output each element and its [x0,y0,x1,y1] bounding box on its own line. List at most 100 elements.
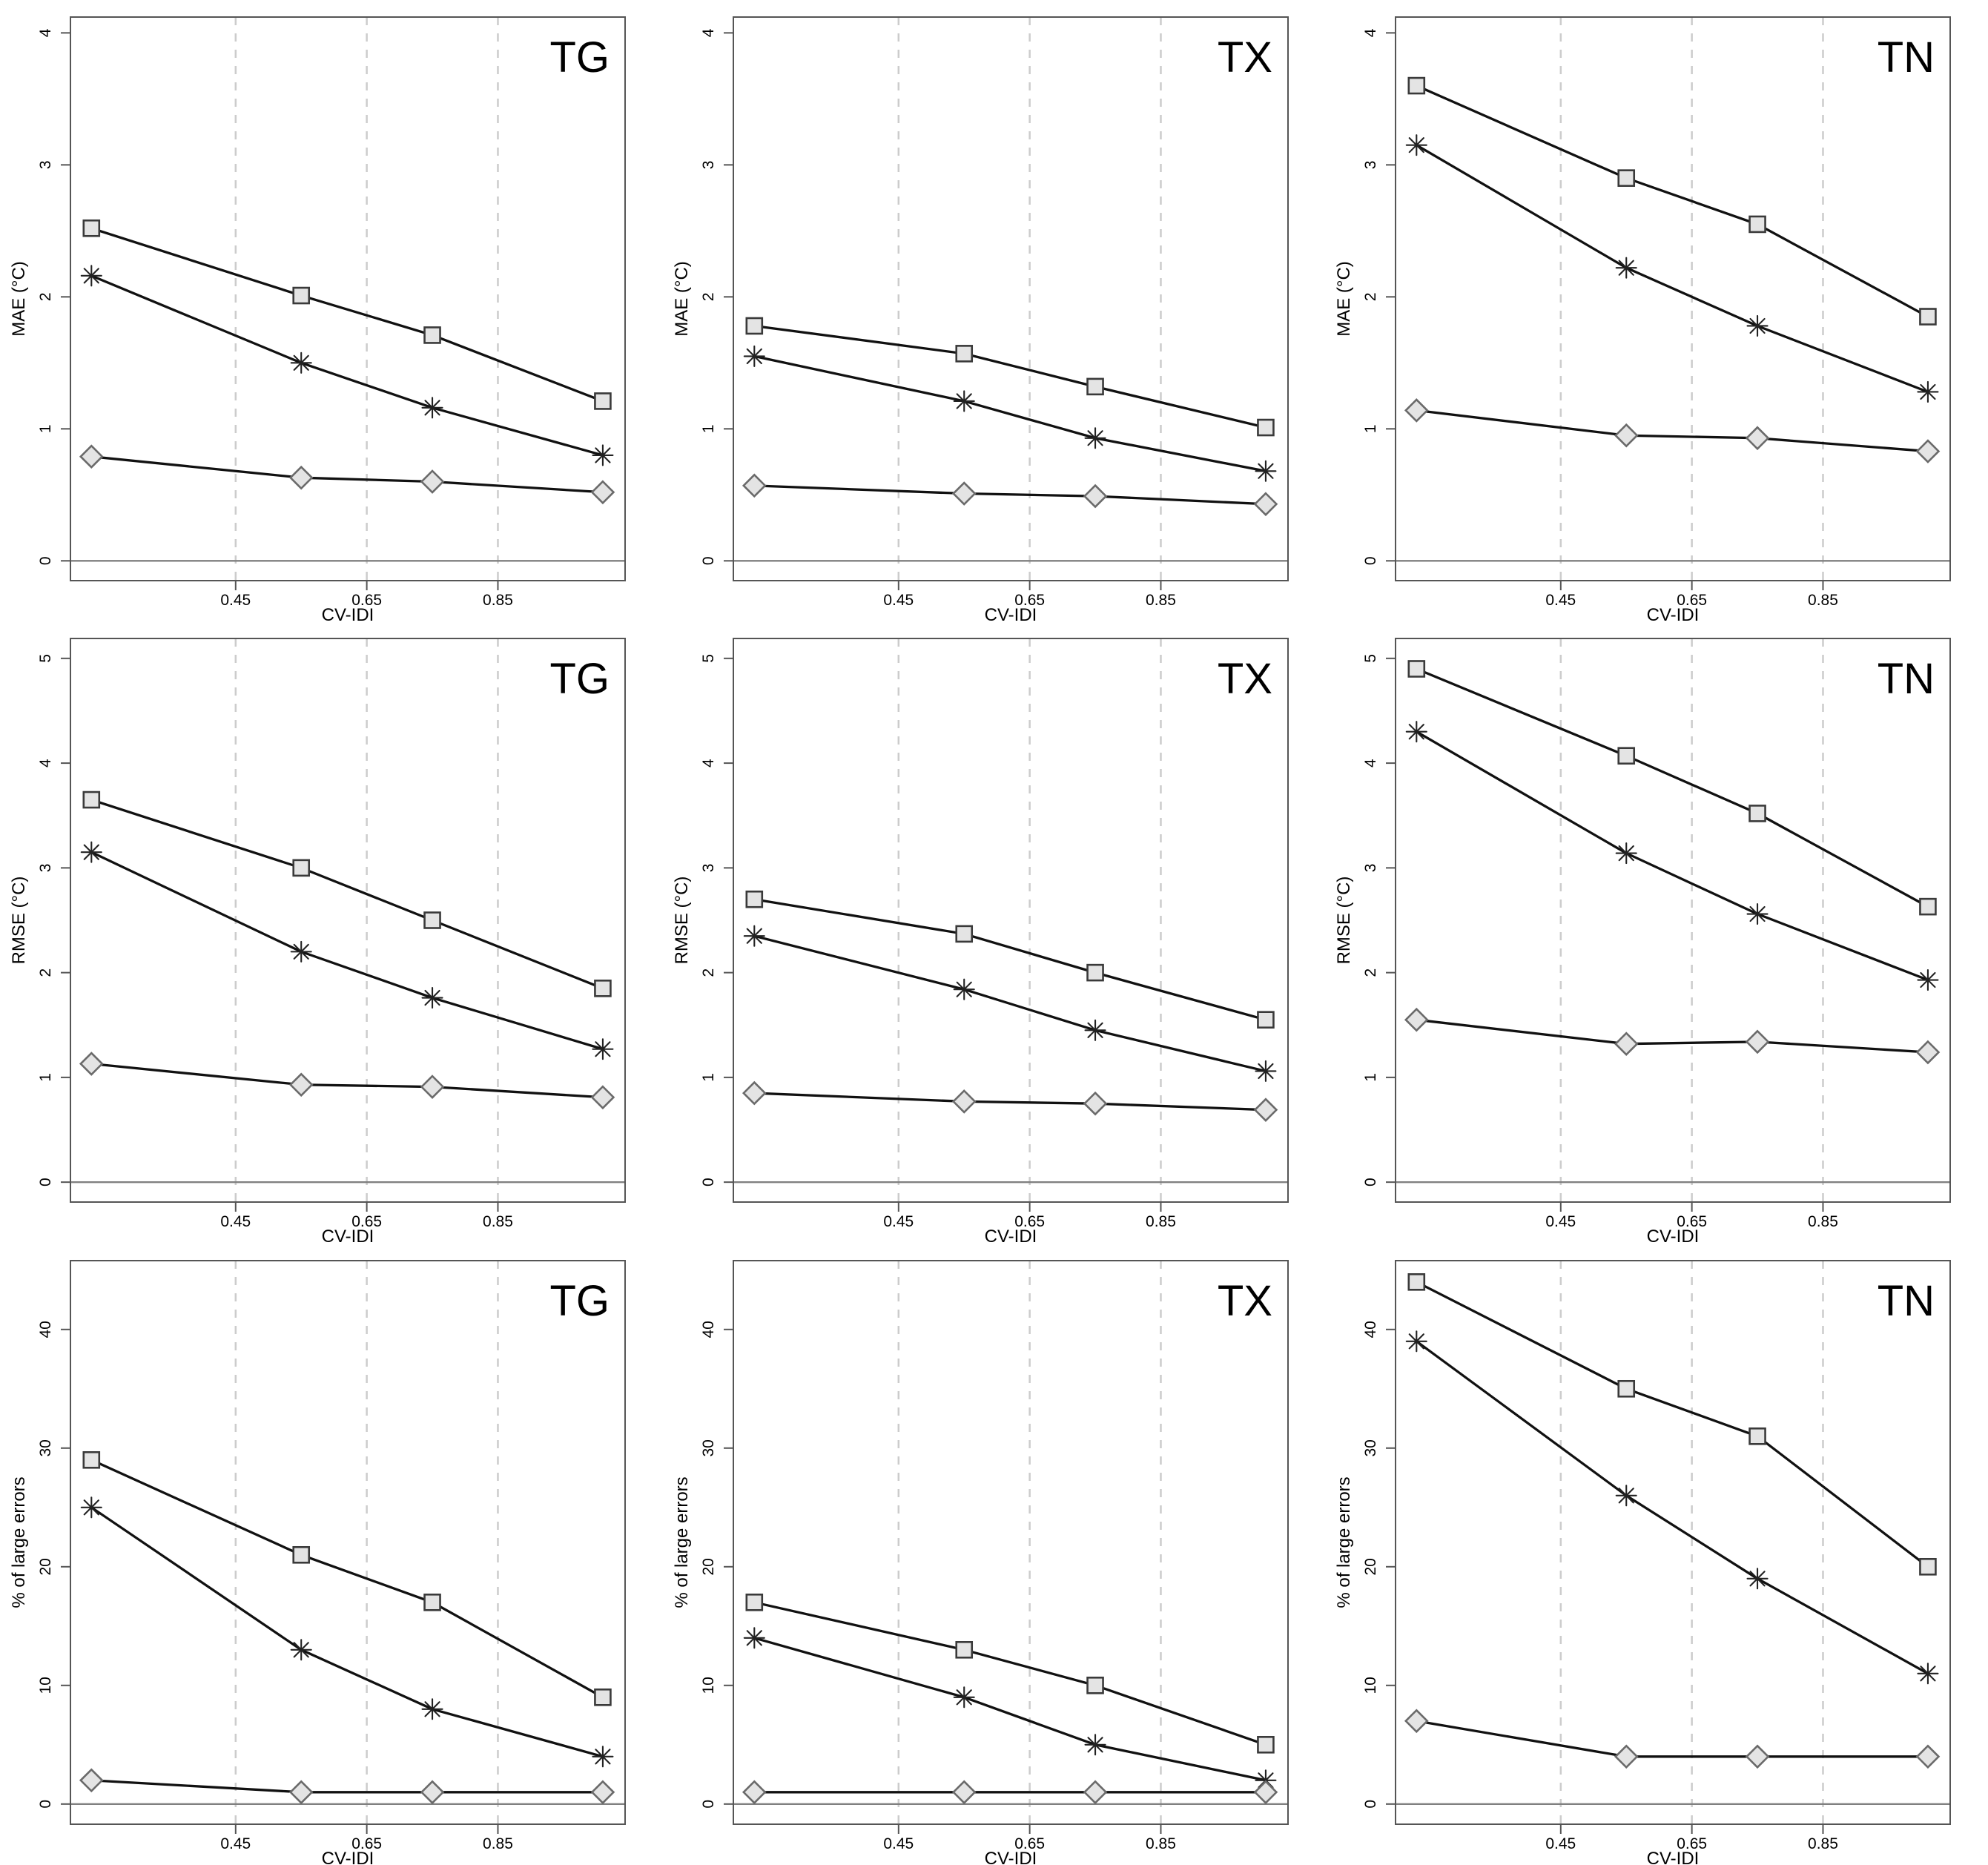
marker-diamond [1083,483,1108,509]
x-tick-label: 0.65 [1014,1213,1045,1230]
x-tick-label: 0.85 [483,1835,513,1852]
marker-diamond [742,1081,767,1106]
y-tick-label: 40 [700,1321,717,1338]
series-line-asterisk [753,354,1267,472]
x-tick-label: 0.45 [1546,1213,1576,1230]
series-line-asterisk [753,934,1267,1073]
marker-square [1748,1427,1767,1445]
marker-asterisk [421,1697,443,1720]
plot-box [732,1259,1289,1825]
marker-asterisk [1616,1484,1638,1507]
y-tick-label: 20 [1362,1558,1379,1575]
marker-square [1748,805,1767,823]
y-axis-title: MAE (°C) [1334,261,1354,337]
marker-diamond [1915,1744,1941,1769]
panel-tag: TN [1878,656,1935,703]
y-tick-label: 0 [700,556,717,565]
chart-mae-tg: 0.45 0.65 0.85 0 1 2 3 4 MAE (°C) CV-IDI TG [9,16,626,621]
y-tick-label: 0 [37,556,54,565]
marker-asterisk [290,351,312,374]
x-axis-title: CV-IDI [984,605,1037,621]
y-tick-label: 3 [1362,864,1379,873]
y-tick-label: 40 [37,1321,54,1338]
y-tick-label: 0 [1362,556,1379,565]
marker-diamond [951,1089,977,1115]
panel-mae-tx: 0.45 0.65 0.85 0 1 2 3 4 MAE (°C) CV-IDI TX [663,0,1326,621]
y-tick-label: 10 [1362,1677,1379,1694]
y-tick-label: 1 [1362,1073,1379,1082]
marker-asterisk [953,1686,975,1709]
marker-diamond [288,1072,314,1097]
x-axis-title: CV-IDI [984,1849,1037,1865]
marker-asterisk [1406,1330,1428,1353]
plot-box [69,16,626,581]
x-tick-label: 0.45 [220,1835,251,1852]
y-tick-label: 0 [700,1178,717,1187]
marker-diamond [420,1075,445,1100]
chart-mae-tn: 0.45 0.65 0.85 0 1 2 3 4 MAE (°C) CV-IDI TN [1334,16,1952,621]
y-axis-title: % of large errors [9,1476,29,1608]
x-tick-label: 0.65 [1677,1835,1708,1852]
y-tick-label: 2 [1362,292,1379,301]
marker-asterisk [743,1626,765,1649]
panel-tag: TN [1878,34,1935,82]
marker-square [1919,1557,1938,1576]
marker-asterisk [421,397,443,419]
y-axis-title: MAE (°C) [9,261,29,337]
y-tick-label: 1 [700,424,717,433]
marker-diamond [590,480,615,505]
panel-pct-large-errors-tn: 0.45 0.65 0.85 0 10 20 30 40 % of large errors CV… [1325,1244,1988,1865]
y-tick-label: 4 [37,759,54,768]
y-tick-label: 2 [700,968,717,977]
marker-square [1086,964,1104,982]
marker-diamond [1253,492,1278,517]
x-tick-label: 0.65 [351,1213,382,1230]
marker-diamond [79,1052,104,1077]
marker-diamond [951,481,977,506]
x-tick-label: 0.85 [1146,1835,1176,1852]
y-tick-label: 5 [37,654,54,663]
marker-diamond [1614,423,1639,448]
marker-diamond [742,1780,767,1804]
y-tick-label: 0 [37,1800,54,1809]
marker-square [1086,1676,1104,1694]
panel-mae-tg: 0.45 0.65 0.85 0 1 2 3 4 MAE (°C) CV-IDI TG [0,0,663,621]
x-tick-label: 0.65 [1677,592,1708,609]
marker-asterisk [1917,380,1939,403]
marker-asterisk [743,925,765,948]
marker-diamond [288,465,314,490]
marker-square [292,286,311,305]
marker-square [82,791,101,809]
series-line-diamond [90,1063,604,1099]
y-axis-title: MAE (°C) [672,261,692,337]
x-tick-label: 0.85 [483,592,513,609]
series-line-square [753,1600,1267,1746]
x-axis-title: CV-IDI [1647,605,1700,621]
series-line-diamond [90,1778,604,1794]
y-tick-label: 40 [1362,1321,1379,1338]
marker-diamond [288,1780,314,1804]
y-tick-label: 10 [37,1677,54,1694]
marker-square [745,891,763,908]
marker-square [1617,169,1636,187]
marker-asterisk [1084,427,1106,449]
marker-square [1256,1011,1275,1029]
y-tick-label: 1 [700,1073,717,1082]
marker-diamond [1253,1097,1278,1123]
y-tick-label: 4 [37,28,54,37]
x-tick-label: 0.65 [1677,1213,1708,1230]
panel-mae-tn: 0.45 0.65 0.85 0 1 2 3 4 MAE (°C) CV-IDI TN [1325,0,1988,621]
chart-rmse-tx: 0.45 0.65 0.85 0 1 2 3 4 5 RMSE (°C) CV-IDI TX [672,638,1289,1244]
marker-diamond [1404,398,1429,423]
panel-tag: TX [1218,1278,1272,1325]
marker-asterisk [421,987,443,1009]
marker-asterisk [290,941,312,963]
x-tick-label: 0.85 [1808,1213,1838,1230]
marker-diamond [1915,1040,1941,1065]
marker-square [1407,1273,1426,1291]
y-axis-title: RMSE (°C) [9,877,29,965]
marker-square [594,980,612,997]
marker-square [594,1688,612,1706]
marker-asterisk [592,444,614,466]
